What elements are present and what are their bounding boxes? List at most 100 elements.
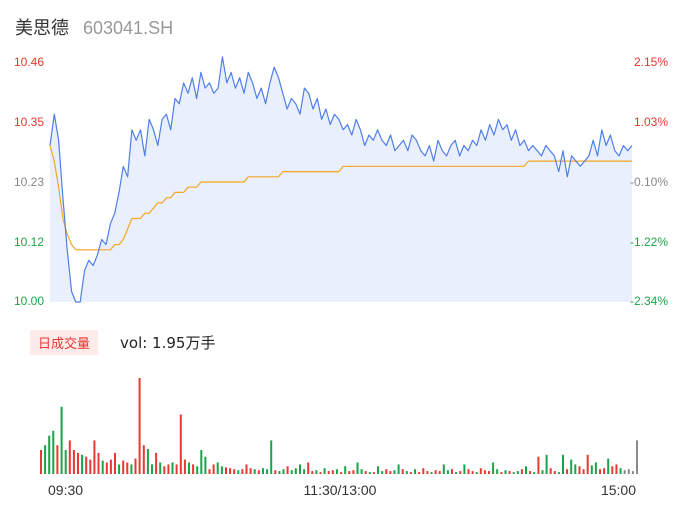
volume-bar xyxy=(463,464,466,474)
volume-bar xyxy=(537,456,540,474)
volume-bar xyxy=(237,470,240,474)
volume-bar xyxy=(545,454,548,474)
pct-tick-label: 1.03% xyxy=(634,115,668,129)
volume-bar xyxy=(303,469,306,474)
volume-bar xyxy=(126,462,129,474)
volume-bar xyxy=(372,472,375,474)
volume-bar xyxy=(562,454,564,474)
volume-bar xyxy=(586,454,589,474)
pct-tick-label: -1.22% xyxy=(630,235,668,249)
volume-bar xyxy=(451,469,453,474)
volume-bar xyxy=(467,469,470,474)
volume-bar xyxy=(442,464,445,474)
stock-code: 603041.SH xyxy=(83,18,174,38)
volume-bar xyxy=(582,469,585,474)
volume-bar xyxy=(393,470,396,474)
volume-bar xyxy=(134,458,137,474)
volume-bar xyxy=(385,469,388,474)
volume-bar xyxy=(516,471,519,474)
volume-bar xyxy=(389,471,392,474)
volume-bar xyxy=(340,472,343,474)
volume-bar xyxy=(529,471,532,474)
volume-bar xyxy=(578,466,581,474)
volume-bar xyxy=(590,465,593,474)
volume-bar xyxy=(475,472,478,474)
volume-bar xyxy=(488,471,490,474)
volume-bar xyxy=(557,472,560,474)
volume-bar xyxy=(200,450,203,474)
volume-bar xyxy=(504,470,507,474)
pct-tick-label: -2.34% xyxy=(630,294,668,308)
volume-bar xyxy=(533,472,536,474)
volume-bar xyxy=(553,471,556,474)
volume-bar xyxy=(282,469,285,474)
volume-bar xyxy=(262,468,264,474)
volume-bar xyxy=(368,472,371,474)
volume-bar xyxy=(278,471,281,474)
volume-bar xyxy=(188,462,190,474)
volume-bar xyxy=(331,470,334,474)
volume-bar xyxy=(381,471,384,474)
volume-bar xyxy=(426,471,429,474)
x-tick-label: 09:30 xyxy=(48,482,83,498)
volume-bar xyxy=(335,469,338,474)
volume-bar xyxy=(64,450,67,474)
volume-bar xyxy=(274,470,277,474)
volume-bar xyxy=(105,462,108,474)
volume-bar xyxy=(266,469,269,474)
volume-bar xyxy=(352,470,355,474)
volume-bar xyxy=(327,471,330,474)
volume-bar xyxy=(138,378,141,474)
average-price-line xyxy=(49,145,632,251)
volume-bar xyxy=(257,470,260,474)
volume-bar xyxy=(418,472,421,474)
volume-bar xyxy=(93,440,96,474)
y-tick-label: 10.46 xyxy=(14,55,44,69)
daily-volume-badge[interactable]: 日成交量 xyxy=(30,329,99,355)
y-tick-label: 10.00 xyxy=(14,294,44,308)
volume-bar xyxy=(599,469,601,474)
volume-bar xyxy=(72,450,75,474)
volume-bar xyxy=(479,468,482,474)
volume-bar xyxy=(446,470,449,474)
volume-bar xyxy=(130,464,133,474)
volume-bar xyxy=(245,464,248,474)
volume-bar xyxy=(146,449,149,474)
volume-bar xyxy=(615,464,618,474)
volume-bar xyxy=(122,460,125,474)
volume-bar xyxy=(607,458,610,474)
volume-bar xyxy=(627,469,630,474)
volume-bar xyxy=(109,459,112,474)
volume-bar xyxy=(294,468,297,474)
volume-bar xyxy=(179,414,182,474)
volume-bar xyxy=(401,469,404,474)
volume-bar xyxy=(323,468,326,474)
volume-bar xyxy=(619,468,622,474)
volume-bar xyxy=(500,472,503,474)
volume-bar xyxy=(344,466,347,474)
volume-bar xyxy=(356,462,359,474)
stock-header: 美思德 603041.SH xyxy=(15,14,174,39)
volume-bar xyxy=(549,468,552,474)
volume-bar xyxy=(409,472,412,474)
pct-tick-label: -0.10% xyxy=(630,175,668,189)
volume-bar xyxy=(114,452,116,474)
volume-bar xyxy=(430,472,433,474)
volume-bar xyxy=(60,406,63,474)
volume-bar xyxy=(520,469,523,474)
price-line xyxy=(49,56,633,303)
volume-bar xyxy=(377,466,379,474)
volume-bar xyxy=(68,440,71,474)
volume-bar xyxy=(118,464,121,474)
volume-bar xyxy=(220,466,223,474)
volume-summary: vol: 1.95万手 xyxy=(120,333,216,352)
volume-bar xyxy=(422,468,425,474)
volume-bar xyxy=(44,445,47,474)
volume-bar xyxy=(151,464,153,474)
volume-bar xyxy=(48,435,51,474)
volume-bar xyxy=(204,456,207,474)
volume-bar xyxy=(603,468,606,474)
volume-bar xyxy=(196,466,199,474)
volume-bar xyxy=(492,462,495,474)
volume-bar xyxy=(192,464,195,474)
